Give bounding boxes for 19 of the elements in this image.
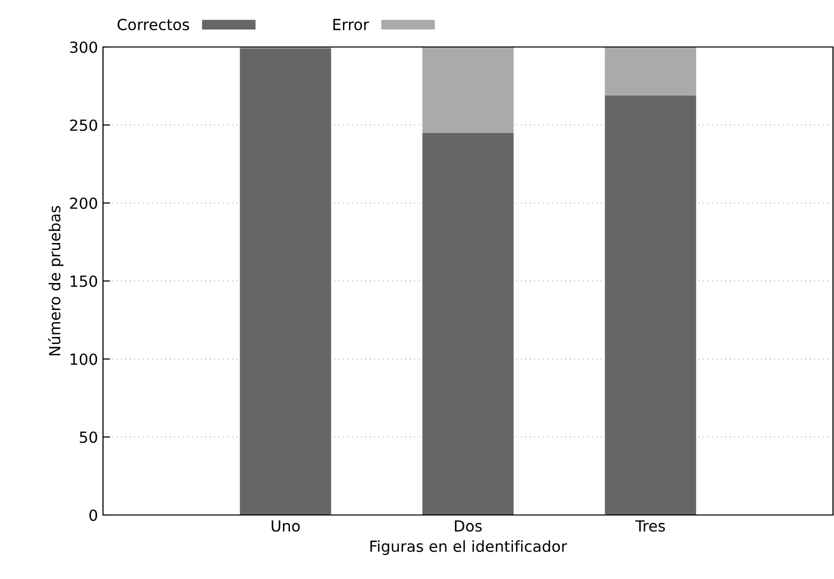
y-tick-label: 300 xyxy=(70,41,98,54)
y-tick-label: 150 xyxy=(70,275,98,288)
legend-label: Correctos xyxy=(118,18,190,30)
bar xyxy=(604,47,696,96)
bar xyxy=(422,132,514,515)
y-tick-label: 50 xyxy=(80,431,98,444)
x-axis-title: Figuras en el identificador xyxy=(370,540,568,555)
bar xyxy=(604,95,696,515)
y-tick-label: 200 xyxy=(70,197,98,210)
y-axis-title: Número de pruebas xyxy=(48,206,64,356)
bar xyxy=(422,47,514,133)
bar xyxy=(240,48,332,515)
x-tick-label: Dos xyxy=(454,520,482,532)
legend-label: Error xyxy=(333,18,370,30)
x-tick-label: Uno xyxy=(272,520,300,532)
y-tick-label: 100 xyxy=(70,353,98,366)
x-tick-label: Tres xyxy=(635,520,665,532)
y-tick-label: 250 xyxy=(70,119,98,132)
y-tick-label: 0 xyxy=(89,509,98,522)
